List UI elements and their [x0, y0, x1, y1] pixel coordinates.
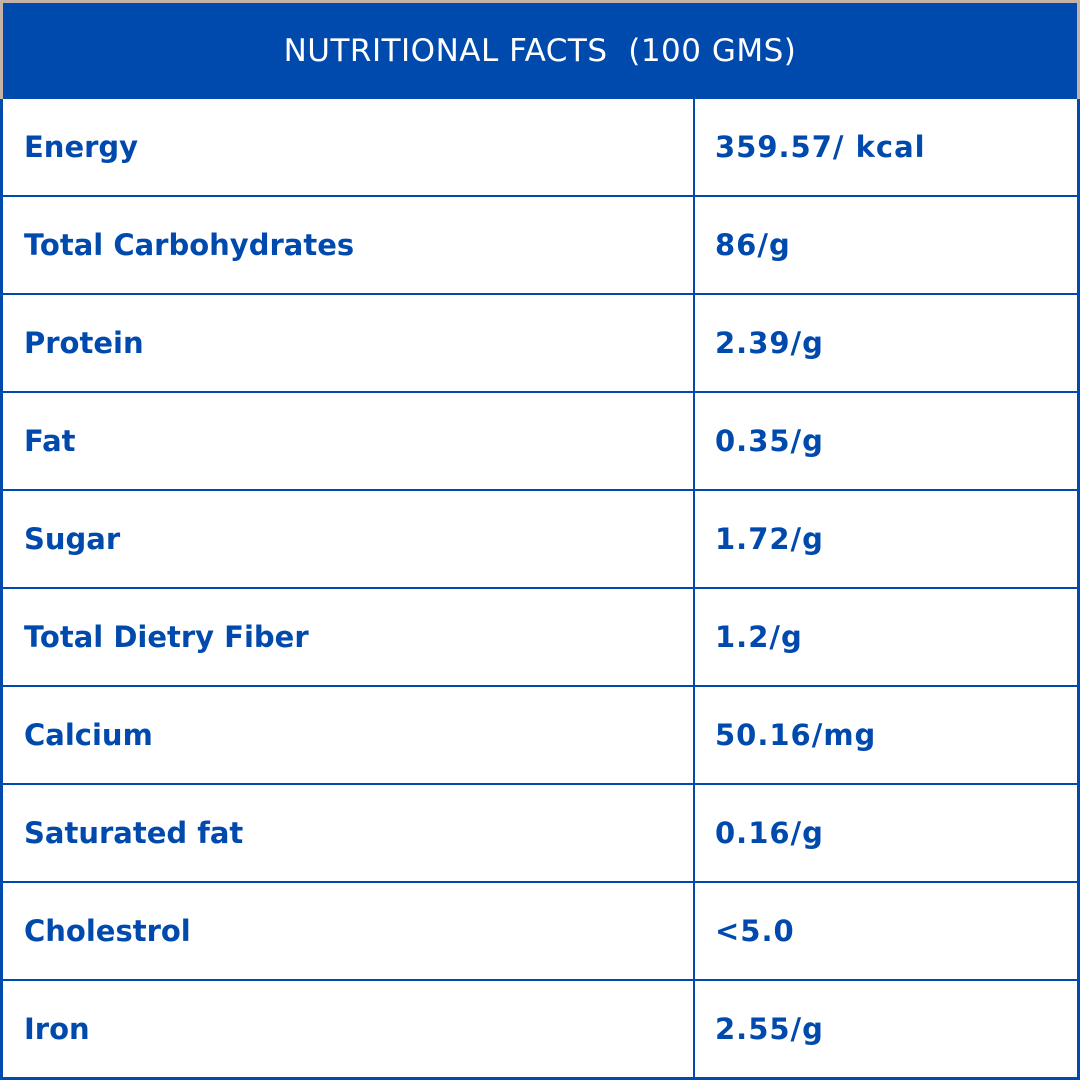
- nutrition-table: Energy 359.57/ kcal Total Carbohydrates …: [0, 99, 1080, 1080]
- table-row-calcium: Calcium 50.16/mg: [3, 687, 1077, 785]
- table-row-cholestrol: Cholestrol <5.0: [3, 883, 1077, 981]
- table-header: NUTRITIONAL FACTS (100 GMS): [0, 3, 1080, 99]
- nutrient-value: 359.57/ kcal: [715, 130, 926, 164]
- nutrient-value: 0.35/g: [715, 424, 824, 458]
- nutrient-name: Total Dietry Fiber: [24, 620, 309, 654]
- table-row-sugar: Sugar 1.72/g: [3, 491, 1077, 589]
- nutrient-name: Iron: [24, 1012, 90, 1046]
- nutrient-name: Saturated fat: [24, 816, 244, 850]
- table-row-saturated-fat: Saturated fat 0.16/g: [3, 785, 1077, 883]
- nutrient-value: <5.0: [715, 914, 795, 948]
- nutrient-name: Fat: [24, 424, 76, 458]
- nutrient-value: 2.39/g: [715, 326, 824, 360]
- nutrient-name: Protein: [24, 326, 144, 360]
- nutrient-value: 1.72/g: [715, 522, 824, 556]
- nutrient-value: 50.16/mg: [715, 718, 877, 752]
- table-row-iron: Iron 2.55/g: [3, 981, 1077, 1080]
- table-title: NUTRITIONAL FACTS (100 GMS): [283, 33, 797, 69]
- nutrient-name: Energy: [24, 130, 139, 164]
- table-row-fat: Fat 0.35/g: [3, 393, 1077, 491]
- nutrient-name: Cholestrol: [24, 914, 191, 948]
- table-row-total-carbohydrates: Total Carbohydrates 86/g: [3, 197, 1077, 295]
- table-row-protein: Protein 2.39/g: [3, 295, 1077, 393]
- nutrient-value: 2.55/g: [715, 1012, 824, 1046]
- nutrient-value: 0.16/g: [715, 816, 824, 850]
- table-row-energy: Energy 359.57/ kcal: [3, 99, 1077, 197]
- nutrient-value: 86/g: [715, 228, 791, 262]
- nutrient-name: Total Carbohydrates: [24, 228, 355, 262]
- nutrient-value: 1.2/g: [715, 620, 803, 654]
- nutrient-name: Sugar: [24, 522, 121, 556]
- nutrient-name: Calcium: [24, 718, 153, 752]
- top-edge-line: [0, 0, 1080, 3]
- column-divider: [693, 99, 695, 1080]
- table-row-total-dietry-fiber: Total Dietry Fiber 1.2/g: [3, 589, 1077, 687]
